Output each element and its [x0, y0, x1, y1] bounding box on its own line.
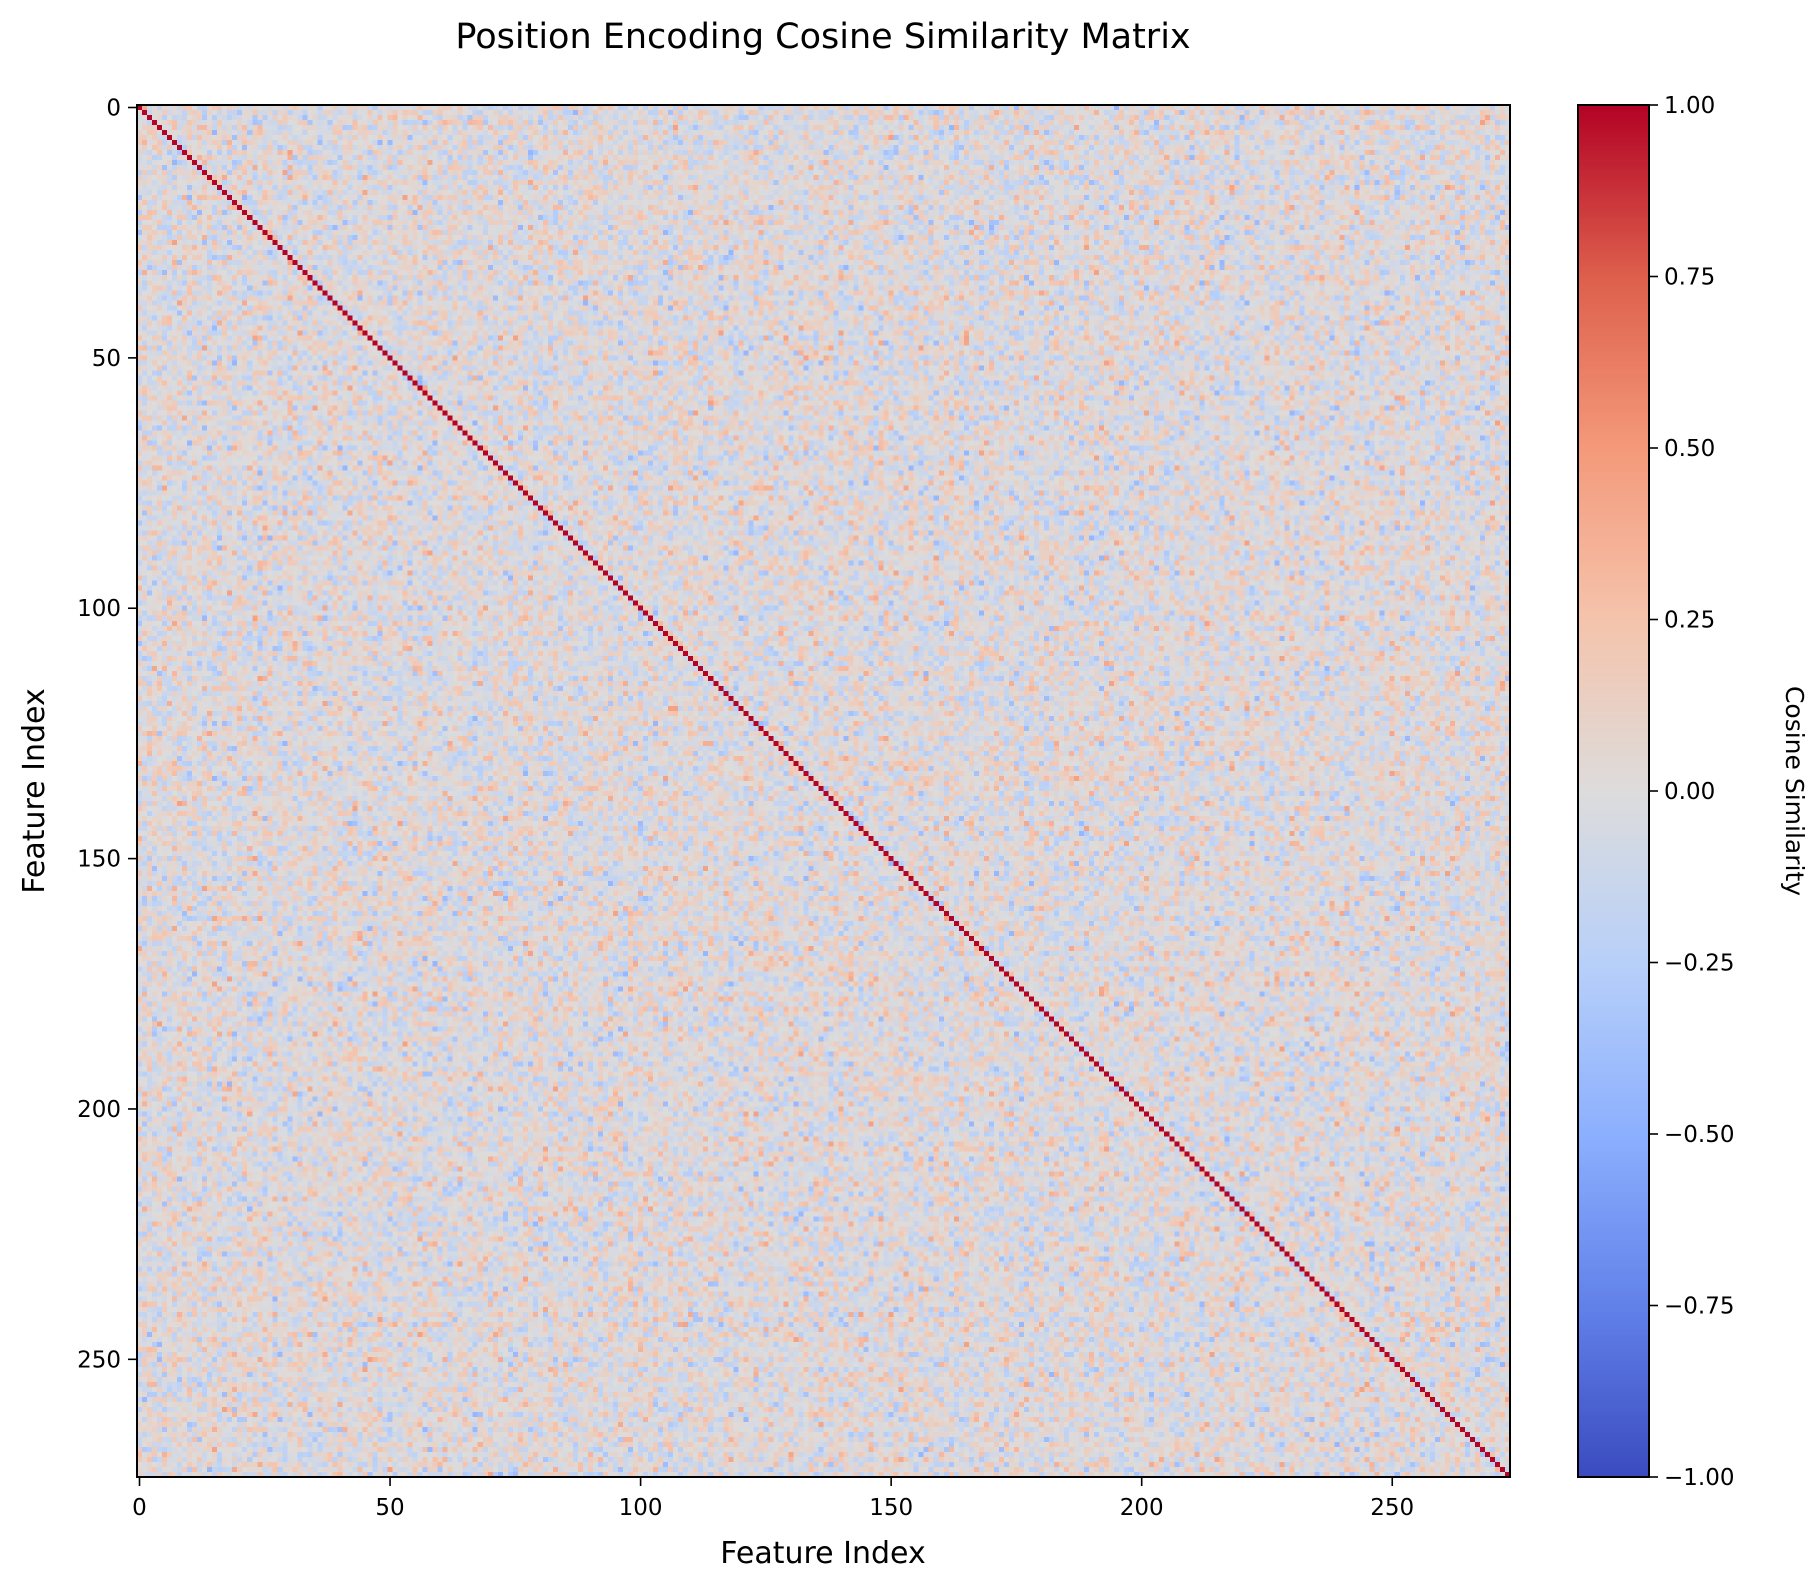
colorbar-label: Cosine Similarity [1780, 686, 1809, 896]
y-tick-label-4: 200 [77, 1097, 121, 1123]
colorbar-tick-label-1: 0.75 [1664, 265, 1715, 291]
x-tick-label-0: 0 [132, 1495, 147, 1521]
y-tick-label-5: 250 [77, 1347, 121, 1373]
y-axis-ticks: 0 50 100 150 200 250 [77, 96, 137, 1373]
y-axis-label: Feature Index [17, 688, 52, 894]
x-tick-label-1: 50 [375, 1495, 404, 1521]
colorbar-tick-label-5: −0.25 [1664, 951, 1734, 977]
colorbar-tick-label-2: 0.50 [1664, 436, 1715, 462]
colorbar-gradient [1578, 105, 1649, 1477]
colorbar-ticks: 1.00 0.75 0.50 0.25 0.00 −0.25 −0.50 −0.75 −1.00 [1649, 93, 1734, 1491]
x-tick-label-5: 250 [1370, 1495, 1414, 1521]
x-axis-ticks: 0 50 100 150 200 250 [132, 1477, 1414, 1521]
y-tick-label-2: 100 [77, 596, 121, 622]
colorbar-tick-label-3: 0.25 [1664, 608, 1715, 634]
colorbar-tick-label-8: −1.00 [1664, 1465, 1734, 1491]
colorbar-frame [1577, 104, 1650, 1478]
x-axis-label: Feature Index [720, 1536, 926, 1571]
chart-title: Position Encoding Cosine Similarity Matr… [455, 17, 1190, 57]
colorbar-tick-label-7: −0.75 [1664, 1294, 1734, 1320]
y-tick-label-1: 50 [92, 346, 121, 372]
heatmap-cells [137, 105, 1510, 1477]
plot-frame [136, 104, 1511, 1478]
y-tick-label-3: 150 [77, 847, 121, 873]
x-tick-label-3: 150 [869, 1495, 913, 1521]
x-tick-label-4: 200 [1120, 1495, 1164, 1521]
colorbar-tick-label-6: −0.50 [1664, 1122, 1734, 1148]
colorbar-tick-label-4: 0.00 [1664, 779, 1715, 805]
y-tick-label-0: 0 [106, 96, 121, 122]
colorbar-tick-label-0: 1.00 [1664, 93, 1715, 119]
x-tick-label-2: 100 [619, 1495, 663, 1521]
